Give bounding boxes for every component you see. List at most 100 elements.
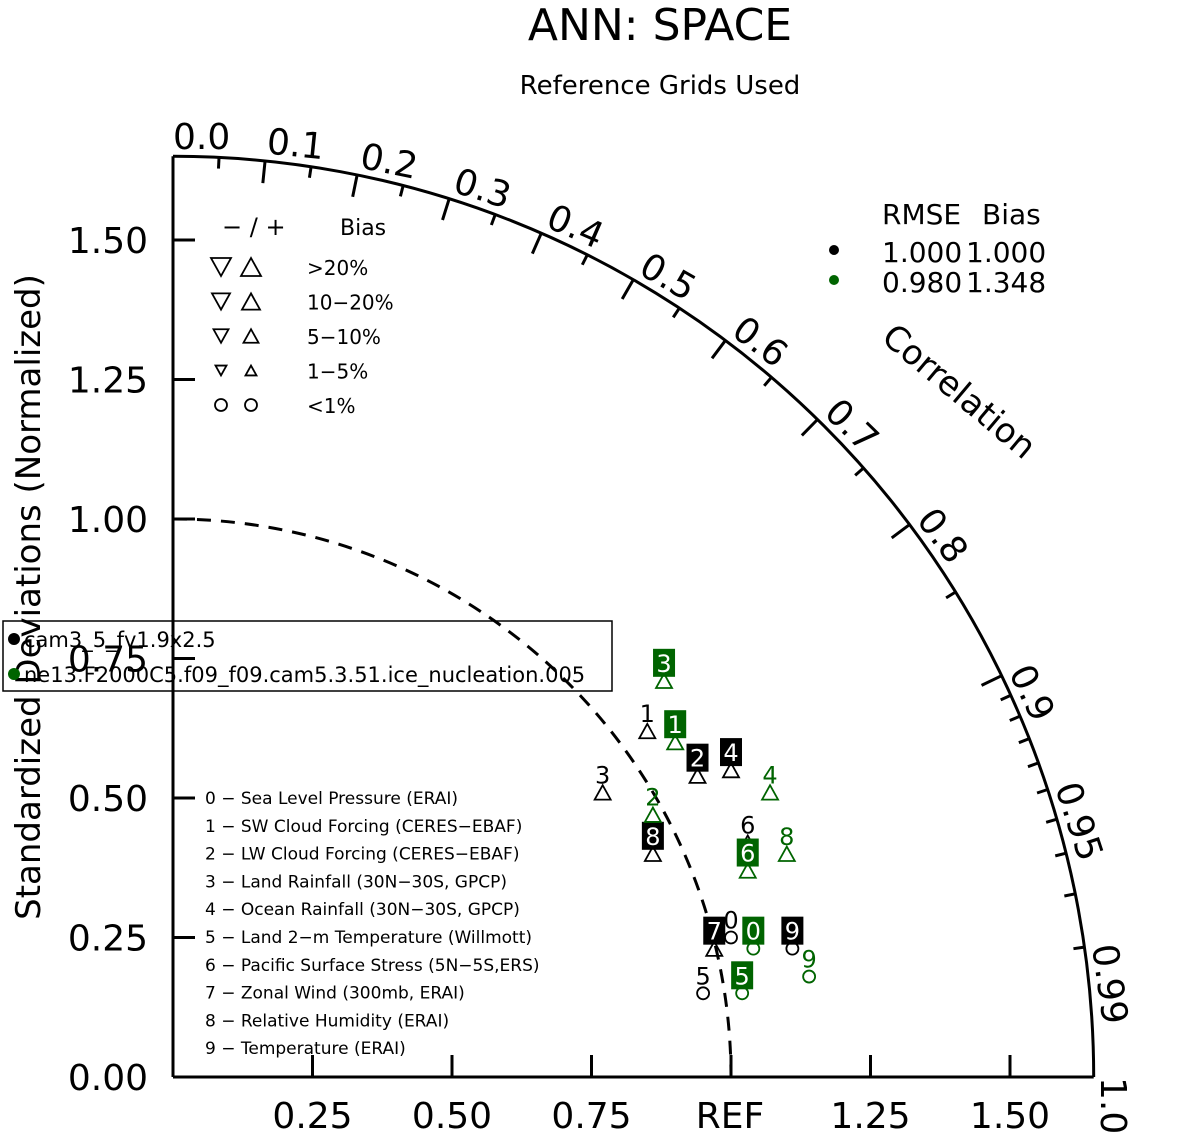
bias-legend-down-marker [213, 364, 229, 378]
data-point-label: 3 [595, 761, 610, 789]
correlation-tick-label: 0.8 [908, 501, 975, 571]
correlation-tick [307, 166, 313, 178]
bias-legend-label: 5−10% [307, 325, 381, 349]
data-point-label-box [641, 821, 664, 850]
variable-legend-item: 6 − Pacific Surface Stress (5N−5S,ERS) [205, 956, 540, 976]
correlation-tick [261, 160, 267, 184]
correlation-tick [854, 466, 865, 477]
rmse-legend-bias-value: 1.000 [966, 236, 1046, 269]
correlation-tick [1018, 737, 1030, 745]
bias-legend-label: >20% [307, 256, 368, 280]
bias-legend-sign-header: − / + [222, 213, 286, 241]
correlation-label: Correlation [874, 316, 1043, 467]
variable-legend-item: 0 − Sea Level Pressure (ERAI) [205, 789, 458, 809]
data-point-label: 1 [640, 700, 655, 728]
data-point-label-box [664, 710, 687, 739]
correlation-tick-label: 0.3 [449, 161, 516, 217]
data-point: 2 [686, 743, 709, 784]
correlation-tick-label: 0.4 [541, 197, 610, 257]
variable-legend-item: 5 − Land 2−m Temperature (Willmott) [205, 928, 532, 948]
data-point-label: 9 [801, 946, 816, 974]
data-point-label: 1 [668, 711, 683, 739]
data-point-marker [687, 766, 708, 784]
y-tick-label: 0.25 [68, 919, 148, 960]
data-point-marker [665, 733, 685, 751]
correlation-tick-label: 0.6 [725, 309, 795, 376]
variable-legend-item: 9 − Temperature (ERAI) [205, 1039, 406, 1059]
x-tick-label: 0.25 [272, 1096, 352, 1135]
x-tick-label: 1.25 [830, 1096, 910, 1135]
correlation-tick [1027, 761, 1039, 769]
data-point: 5 [695, 962, 711, 1001]
correlation-tick [890, 523, 911, 540]
y-tick-label: 0.50 [68, 779, 148, 820]
data-point-marker [643, 844, 663, 862]
data-point-label: 8 [779, 823, 794, 851]
correlation-tick [580, 254, 589, 266]
data-point-label-box [742, 916, 765, 945]
data-point-label-box [781, 916, 804, 945]
data-point: 3 [653, 648, 676, 689]
bias-legend-circle-marker [244, 398, 258, 412]
data-point-label-box [736, 838, 759, 867]
series-legend-dot [8, 633, 20, 645]
data-point: 9 [781, 916, 804, 956]
y-tick-label: 1.00 [68, 500, 148, 541]
correlation-tick [1009, 714, 1021, 722]
bias-legend-down-marker [211, 328, 231, 345]
data-point: 4 [760, 761, 780, 801]
rmse-legend-value: 1.000 [882, 236, 962, 269]
bias-legend-circle-marker [214, 398, 228, 412]
data-point: 3 [593, 761, 613, 801]
correlation-tick [530, 232, 543, 255]
correlation-tick [216, 157, 221, 169]
outer-arc [172, 154, 1096, 1078]
variable-legend-item: 1 − SW Cloud Forcing (CERES−EBAF) [205, 817, 522, 837]
correlation-tick [1045, 817, 1058, 824]
correlation-tick [1000, 693, 1012, 702]
data-point: 8 [641, 821, 664, 862]
correlation-tick [441, 198, 451, 221]
correlation-tick [1054, 851, 1067, 858]
data-point: 6 [736, 838, 759, 879]
correlation-tick [489, 214, 497, 226]
data-point: 2 [643, 784, 663, 823]
bias-legend-up-marker [240, 291, 262, 311]
data-point: 1 [637, 700, 657, 740]
data-point-label-box [686, 743, 709, 772]
data-point-marker [704, 939, 724, 957]
x-tick-label: 0.75 [551, 1096, 631, 1135]
correlation-tick [945, 590, 957, 600]
data-point-label-box [731, 961, 754, 990]
series-legend-label: cam3_5_fv1.9x2.5 [24, 628, 216, 653]
bias-legend-header: Bias [340, 216, 386, 241]
correlation-tick [620, 278, 635, 300]
rmse-legend-dot [829, 275, 839, 285]
y-tick-label: 0.00 [68, 1058, 148, 1099]
x-tick-label: 1.50 [970, 1096, 1050, 1135]
data-point-marker [637, 721, 657, 740]
series-legend-dot [8, 668, 20, 680]
bias-legend-up-marker [241, 327, 261, 344]
data-point-label: 4 [723, 739, 738, 767]
data-point-label: 8 [645, 823, 660, 851]
chart-title: ANN: SPACE [528, 0, 792, 51]
y-tick-label: 1.25 [68, 361, 148, 402]
data-point: 4 [720, 738, 742, 779]
correlation-tick [800, 418, 819, 437]
correlation-tick [710, 339, 727, 360]
rmse-legend-bias-header: Bias [982, 198, 1041, 231]
data-point-label: 7 [707, 918, 722, 946]
correlation-tick [1036, 788, 1049, 795]
bias-legend-down-marker [210, 292, 232, 312]
x-tick-label: 0.50 [412, 1096, 492, 1135]
correlation-tick [1064, 892, 1076, 898]
data-point-marker [738, 861, 758, 879]
y-tick-label: 1.50 [68, 221, 148, 262]
correlation-tick-label: 0.7 [816, 391, 886, 460]
rmse-legend-dot [829, 245, 839, 255]
correlation-tick-label: 0.2 [357, 136, 421, 188]
correlation-tick [980, 674, 1003, 687]
